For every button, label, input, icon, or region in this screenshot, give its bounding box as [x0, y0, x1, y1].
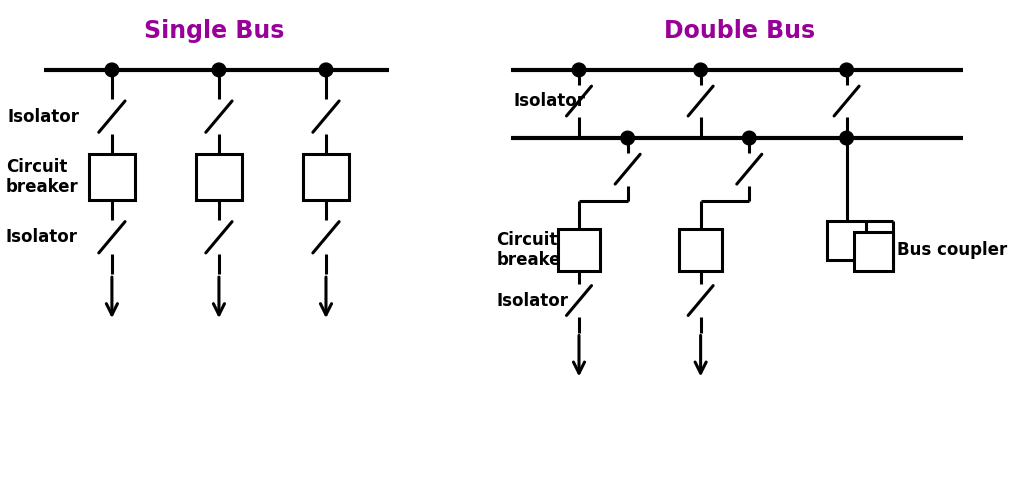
Bar	[303, 153, 349, 200]
Circle shape	[621, 131, 634, 145]
Bar	[679, 229, 722, 271]
Text: Isolator: Isolator	[514, 92, 586, 110]
Circle shape	[212, 63, 226, 77]
Text: Isolator: Isolator	[6, 228, 78, 247]
Text: Single Bus: Single Bus	[144, 19, 284, 43]
Text: Bus coupler: Bus coupler	[897, 241, 1008, 259]
Bar	[196, 153, 242, 200]
Text: Circuit
breaker: Circuit breaker	[497, 231, 569, 269]
Bar	[827, 221, 866, 260]
Circle shape	[839, 131, 854, 145]
Bar	[855, 233, 894, 271]
Circle shape	[839, 63, 854, 77]
Circle shape	[743, 131, 756, 145]
Text: Isolator: Isolator	[8, 107, 80, 126]
Circle shape	[319, 63, 332, 77]
Bar	[88, 153, 135, 200]
Text: Isolator: Isolator	[497, 292, 568, 309]
Text: Circuit
breaker: Circuit breaker	[6, 157, 79, 197]
Circle shape	[105, 63, 119, 77]
Circle shape	[694, 63, 708, 77]
Bar	[557, 229, 600, 271]
Circle shape	[573, 63, 586, 77]
Text: Double Bus: Double Bus	[664, 19, 815, 43]
